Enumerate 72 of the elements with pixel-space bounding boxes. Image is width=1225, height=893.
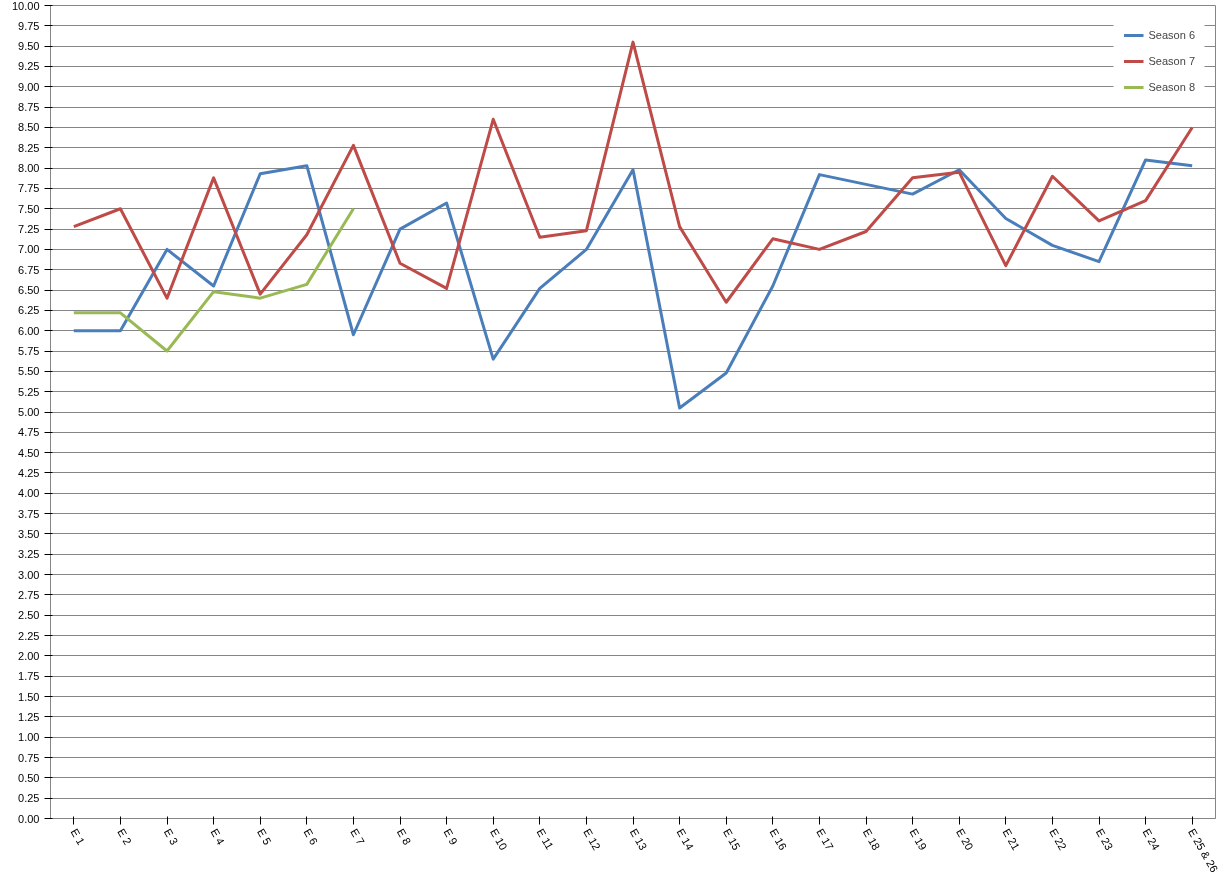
x-tick-label: E 12 [581,826,603,853]
x-tick-label: E 25 & 26 [1185,826,1221,875]
x-tick-label: E 1 [68,826,88,847]
x-tick-label: E 10 [488,826,510,853]
y-tick-label: 3.75 [18,507,40,520]
y-tick-label: 0.25 [18,792,40,805]
y-tick-label: 8.25 [18,141,40,154]
x-tick-label: E 15 [721,826,743,853]
y-tick-label: 8.00 [18,162,40,175]
x-tick-label: E 23 [1093,826,1116,853]
y-tick-label: 9.25 [18,60,40,73]
y-tick-label: 10.00 [11,0,40,12]
y-tick-label: 3.25 [18,548,40,561]
y-tick-label: 3.50 [18,527,40,540]
x-tick-label: E 7 [348,826,367,847]
legend-label: Season 8 [1148,81,1195,93]
y-tick-label: 1.25 [18,710,40,723]
y-tick-label: 5.25 [18,385,40,398]
y-tick-label: 6.00 [18,324,40,337]
x-tick-label: E 6 [301,826,321,847]
y-tick-label: 9.00 [18,80,40,93]
y-tick-label: 6.50 [18,284,40,297]
y-tick-label: 0.00 [18,812,40,825]
y-tick-label: 6.25 [18,304,40,317]
y-tick-label: 1.75 [18,670,40,683]
y-tick-label: 7.50 [18,202,40,215]
y-tick-label: 6.75 [18,263,40,276]
y-tick-label: 7.75 [18,182,40,195]
x-tick-label: E 11 [534,826,556,852]
y-tick-label: 4.00 [18,487,40,500]
y-tick-label: 5.50 [18,365,40,378]
y-tick-label: 9.75 [18,19,40,32]
x-tick-label: E 24 [1140,826,1163,853]
x-tick-label: E 8 [394,826,414,847]
y-tick-label: 8.50 [18,121,40,134]
line-series [72,207,355,353]
y-tick-label: 2.00 [18,649,40,662]
legend-label: Season 6 [1148,29,1195,41]
line-series [72,158,1194,410]
y-tick-label: 7.25 [18,223,40,236]
y-tick-label: 5.00 [18,406,40,418]
x-tick-label: E 22 [1047,826,1069,853]
x-tick-label: E 21 [1000,826,1023,853]
y-tick-label: 1.50 [18,690,40,703]
x-tick-label: E 20 [954,826,976,853]
y-tick-label: 3.00 [18,568,40,581]
y-tick-label: 9.50 [18,40,40,53]
y-tick-label: 4.50 [18,446,40,459]
y-tick-label: 0.50 [18,771,40,784]
line-series [72,40,1194,304]
y-tick-label: 4.75 [18,426,40,439]
y-tick-label: 7.00 [18,243,40,256]
x-tick-label: E 4 [208,826,228,847]
x-tick-label: E 3 [161,826,181,847]
x-tick-label: E 9 [441,826,461,847]
legend-label: Season 7 [1148,55,1195,67]
x-tick-label: E 19 [907,826,930,853]
x-tick-label: E 5 [255,826,274,847]
y-tick-label: 8.75 [18,101,40,114]
x-tick-label: E 16 [767,826,790,853]
y-tick-label: 1.00 [18,731,40,744]
x-tick-label: E 13 [627,826,650,853]
y-tick-label: 4.25 [18,466,40,479]
y-tick-label: 2.50 [18,609,40,622]
y-tick-label: 2.25 [18,629,40,642]
x-tick-label: E 17 [814,826,836,853]
y-tick-label: 0.75 [18,751,40,764]
y-tick-label: 2.75 [18,588,40,601]
y-tick-label: 5.75 [18,345,40,358]
x-tick-label: E 18 [860,826,883,853]
x-tick-label: E 2 [115,826,134,847]
x-tick-label: E 14 [674,826,697,853]
